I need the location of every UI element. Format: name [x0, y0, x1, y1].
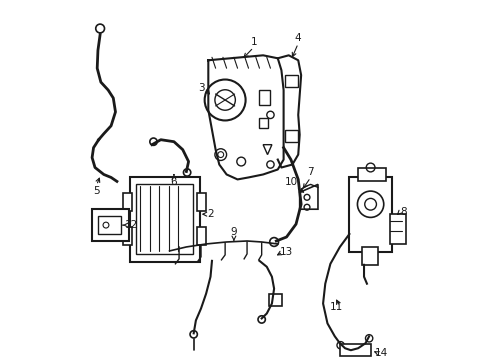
Bar [130, 177, 199, 262]
Text: 4: 4 [294, 33, 301, 44]
Text: 3: 3 [197, 83, 204, 93]
Text: 8: 8 [399, 207, 406, 217]
Bar [92, 209, 128, 241]
Bar [259, 90, 270, 105]
Bar [357, 167, 385, 181]
Bar [285, 75, 298, 87]
Text: 13: 13 [279, 247, 293, 257]
Bar [136, 184, 193, 254]
Bar [285, 130, 298, 142]
Bar [122, 227, 131, 245]
Bar [122, 193, 131, 211]
Text: 9: 9 [230, 227, 237, 237]
Text: 6: 6 [170, 177, 177, 188]
Text: 1: 1 [250, 37, 256, 48]
Bar [349, 177, 391, 252]
Text: 5: 5 [93, 186, 100, 196]
Text: 2: 2 [207, 209, 213, 219]
Bar [268, 294, 282, 306]
Bar [259, 118, 268, 128]
Bar [389, 214, 406, 244]
Bar [197, 193, 206, 211]
Text: 12: 12 [124, 220, 138, 230]
Bar [98, 216, 121, 234]
Bar [197, 227, 206, 245]
Text: 7: 7 [307, 167, 313, 177]
Text: 11: 11 [329, 302, 342, 311]
Bar [339, 344, 370, 356]
Bar [361, 247, 377, 265]
Text: 10: 10 [284, 177, 297, 188]
Text: 14: 14 [374, 348, 387, 358]
